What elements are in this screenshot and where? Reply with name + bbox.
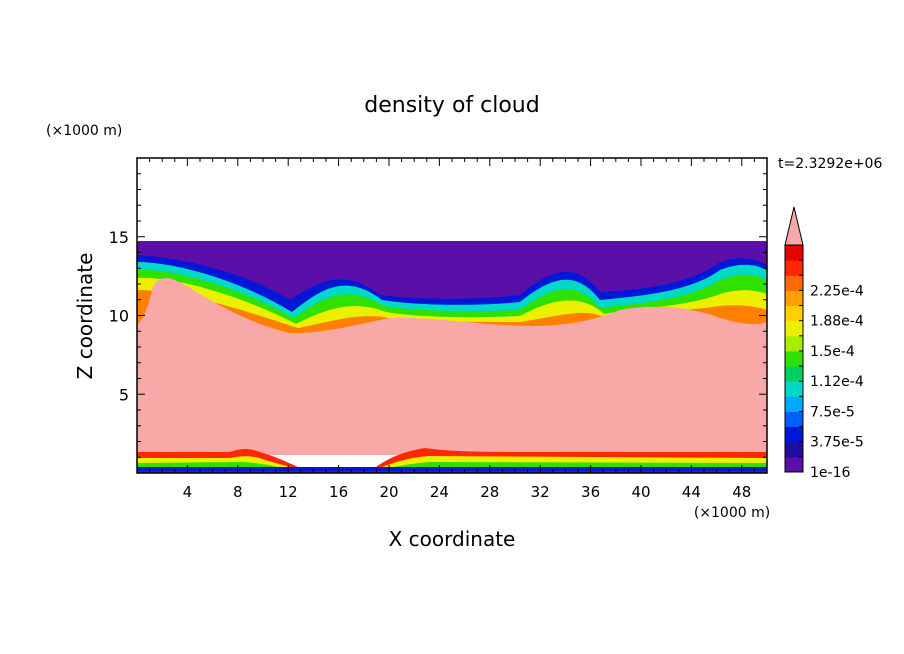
x-tick-label: 4 [183, 483, 193, 501]
colorbar-swatch [785, 426, 803, 443]
x-tick-label: 40 [631, 483, 650, 501]
colorbar-label: 1e-16 [810, 465, 850, 481]
x-tick-label: 32 [531, 483, 550, 501]
colorbar: 1e-16 3.75e-5 7.5e-5 1.12e-4 1.5e-4 1.88e-4 2.… [784, 206, 864, 481]
colorbar-label: 1.5e-4 [810, 344, 855, 360]
time-label: t=2.3292e+06 [778, 156, 882, 172]
colorbar-swatch [785, 396, 803, 412]
colorbar-swatch [785, 335, 803, 352]
x-tick-label: 8 [233, 483, 243, 501]
x-axis: 4 8 12 16 20 24 28 32 36 40 44 48 [149, 158, 755, 501]
colorbar-swatch [785, 381, 803, 397]
cloud-core [137, 278, 767, 455]
contour-field [137, 241, 767, 473]
colorbar-label: 2.25e-4 [810, 283, 864, 299]
colorbar-swatch [785, 411, 803, 428]
y-axis: 5 10 15 [109, 173, 767, 458]
colorbar-swatch [785, 350, 803, 367]
colorbar-label: 1.12e-4 [810, 374, 864, 390]
x-tick-label: 20 [379, 483, 398, 501]
y-axis-label: Z coordinate [73, 253, 97, 380]
colorbar-label: 1.88e-4 [810, 314, 864, 330]
colorbar-swatch [785, 290, 803, 307]
colorbar-swatch [785, 260, 803, 276]
y-unit-label: (×1000 m) [46, 123, 122, 139]
colorbar-overflow-triangle [784, 206, 804, 246]
x-tick-label: 24 [430, 483, 449, 501]
colorbar-border [784, 244, 804, 473]
colorbar-swatch [785, 320, 803, 337]
x-axis-label: X coordinate [389, 527, 516, 551]
x-tick-label: 16 [329, 483, 348, 501]
y-tick-label: 10 [109, 307, 129, 326]
y-tick-label: 5 [119, 385, 129, 404]
x-tick-label: 12 [279, 483, 298, 501]
y-tick-label: 15 [109, 228, 129, 247]
x-unit-label: (×1000 m) [694, 505, 770, 521]
colorbar-swatch [785, 366, 803, 382]
colorbar-swatch [785, 245, 803, 261]
colorbar-swatch [785, 456, 803, 473]
colorbar-swatch [785, 275, 803, 291]
x-tick-label: 48 [732, 483, 751, 501]
x-tick-label: 28 [480, 483, 499, 501]
colorbar-swatch [785, 305, 803, 322]
x-tick-label: 36 [581, 483, 600, 501]
colorbar-label: 3.75e-5 [810, 435, 864, 451]
colorbar-swatch [785, 441, 803, 458]
colorbar-label: 7.5e-5 [810, 404, 855, 420]
chart-title: density of cloud [364, 93, 539, 118]
x-tick-label: 44 [682, 483, 701, 501]
